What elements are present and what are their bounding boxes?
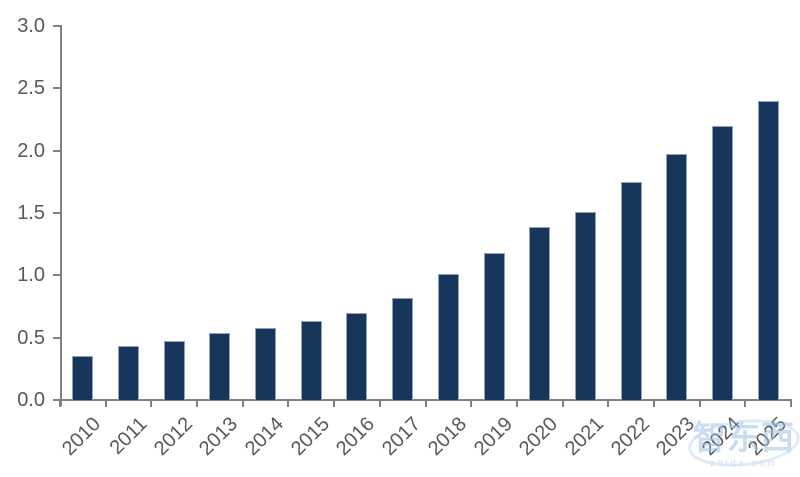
bar-2013: [209, 333, 230, 400]
x-axis-tick: [607, 401, 610, 407]
x-axis-label: 2020: [515, 413, 563, 461]
x-axis-tick: [287, 401, 290, 407]
bar-2014: [255, 328, 276, 400]
x-axis-label: 2015: [286, 413, 334, 461]
y-axis-tick: [53, 399, 60, 401]
bar-2016: [346, 313, 367, 400]
y-axis-label: 3.0: [17, 15, 45, 37]
x-axis-label: 2025: [743, 413, 791, 461]
bar-2025: [758, 101, 779, 400]
x-axis-tick: [744, 401, 747, 407]
bar-2023: [666, 154, 687, 400]
y-axis-label: 2.5: [17, 77, 45, 100]
bar-2021: [575, 212, 596, 400]
bar-2015: [301, 321, 322, 400]
x-axis-tick: [698, 401, 701, 407]
y-axis-tick: [53, 25, 60, 27]
bar-2012: [164, 341, 185, 400]
y-axis-label: 1.0: [17, 264, 45, 287]
x-axis-label: 2019: [469, 413, 517, 461]
y-axis-line: [60, 25, 62, 406]
y-axis-tick: [53, 149, 60, 152]
watermark-url-text: zhidx.com: [710, 458, 778, 468]
x-axis-label: 2023: [652, 413, 700, 461]
y-axis-label: 2.0: [17, 139, 45, 162]
x-axis-label: 2018: [423, 413, 471, 461]
x-axis-label: 2021: [560, 413, 608, 461]
y-axis-tick: [53, 87, 60, 90]
bar-2017: [392, 298, 413, 400]
bar-2018: [438, 274, 459, 400]
x-axis-tick: [424, 401, 427, 407]
x-axis-tick: [378, 401, 381, 407]
x-axis-label: 2024: [698, 413, 746, 461]
x-axis-label: 2012: [149, 413, 197, 461]
x-axis-label: 2022: [606, 413, 654, 461]
x-axis-tick: [652, 401, 655, 407]
bar-2011: [118, 346, 139, 400]
x-axis-label: 2017: [378, 413, 426, 461]
x-axis-label: 2014: [241, 413, 289, 461]
x-axis-tick: [150, 401, 153, 407]
x-axis-label: 2010: [58, 413, 106, 461]
x-axis-tick: [470, 401, 473, 407]
x-axis-tick: [790, 401, 792, 407]
x-axis-tick: [104, 401, 107, 407]
y-axis-label: 1.5: [17, 202, 45, 224]
x-axis-tick: [196, 401, 199, 407]
y-axis-tick: [53, 274, 60, 277]
x-axis-label: 2011: [105, 413, 152, 459]
bar-2024: [712, 126, 733, 400]
bar-2022: [621, 182, 642, 400]
x-axis-tick: [561, 401, 564, 407]
bar-2020: [529, 227, 550, 400]
x-axis-tick: [59, 401, 61, 407]
y-axis-tick: [53, 336, 60, 339]
x-axis-tick: [241, 401, 244, 407]
y-axis-tick: [53, 212, 60, 214]
x-axis-line: [53, 399, 792, 401]
y-axis-label: 0.0: [17, 389, 45, 411]
y-axis-label: 0.5: [17, 326, 45, 349]
bar-2019: [484, 253, 505, 400]
x-axis-tick: [333, 401, 336, 407]
x-axis-label: 2016: [332, 413, 380, 461]
bar-2010: [72, 356, 93, 400]
x-axis-label: 2013: [195, 413, 243, 461]
x-axis-tick: [515, 401, 518, 407]
